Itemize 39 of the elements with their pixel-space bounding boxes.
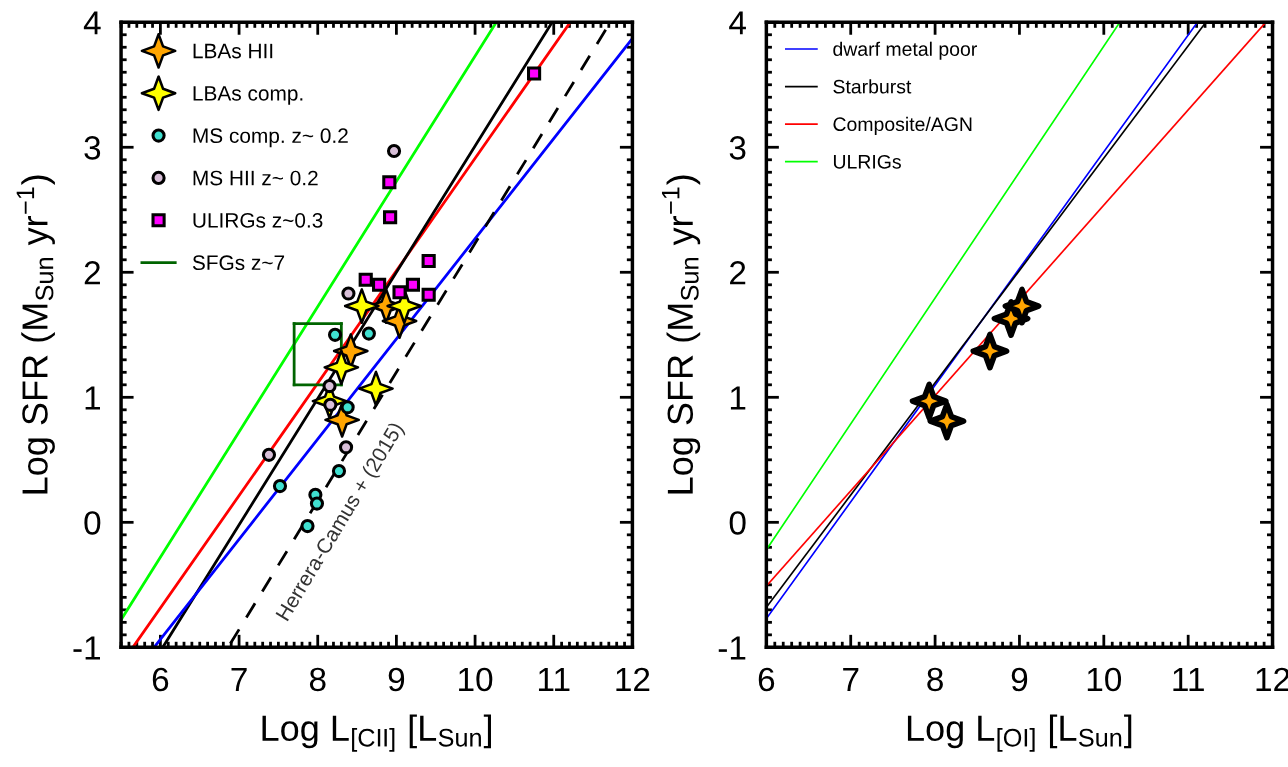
y-tick-label: 3 <box>729 136 746 160</box>
legend-label: LBAs HII <box>193 43 273 59</box>
x-tick-label: 6 <box>152 667 169 692</box>
legend-label: Starburst <box>833 79 912 94</box>
legend-label: MS comp. z~ 0.2 <box>193 128 348 148</box>
y-tick-label: -1 <box>718 636 746 660</box>
x-tick-label: 8 <box>927 667 943 692</box>
x-tick-label: 10 <box>1087 667 1122 692</box>
x-tick-label: 8 <box>309 667 326 692</box>
x-tick-label: 6 <box>758 667 775 692</box>
y-tick-label: 3 <box>84 136 101 160</box>
y-tick-label: 1 <box>85 386 100 410</box>
x-tick-label: 9 <box>388 667 405 692</box>
y-axis-title: Log SFR (M$_{Sun}$ yr$^{−1}$) <box>661 175 701 494</box>
y-tick-label: 2 <box>730 261 746 285</box>
y-tick-label: 4 <box>83 11 101 35</box>
x-axis-title: Log L$_{[CII]}$ [L$_{Sun}$] <box>262 714 491 752</box>
x-tick-label: 12 <box>616 667 650 691</box>
legend-label: Composite/AGN <box>833 116 972 135</box>
y-tick-label: 2 <box>84 261 100 285</box>
x-tick-label: 7 <box>843 668 859 691</box>
legend-label: ULRIGs <box>833 154 901 169</box>
legend-label: MS HII z~ 0.2 <box>193 170 318 186</box>
y-tick-label: -1 <box>73 636 100 660</box>
y-tick-label: 1 <box>730 386 746 410</box>
y-tick-label: 0 <box>84 511 101 535</box>
x-tick-label: 10 <box>459 667 493 692</box>
x-tick-label: 7 <box>231 668 247 691</box>
y-tick-label: 0 <box>729 511 746 535</box>
x-tick-label: 9 <box>1011 667 1028 692</box>
legend-label: ULIRGs z~0.3 <box>193 212 323 228</box>
y-tick-label: 4 <box>729 11 746 35</box>
x-axis-title: Log L$_{[OI]}$ [L$_{Sun}$] <box>907 714 1132 752</box>
legend-label: LBAs comp. <box>193 86 303 105</box>
y-axis-title: Log SFR (M$_{Sun}$ yr$^{−1}$) <box>16 175 55 494</box>
legend-label: SFGs z~7 <box>192 255 285 271</box>
legend-label: dwarf metal poor <box>833 41 977 60</box>
x-tick-label: 11 <box>538 668 570 691</box>
x-tick-label: 11 <box>1173 668 1204 691</box>
